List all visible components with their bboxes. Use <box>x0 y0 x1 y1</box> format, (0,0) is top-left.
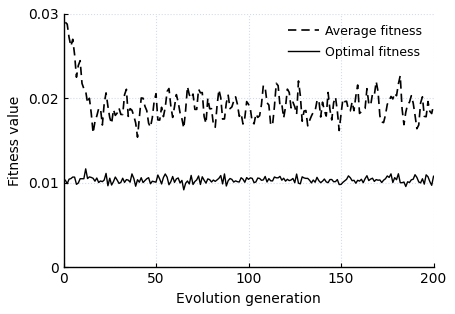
Average fitness <box>135 135 140 139</box>
Optimal fitness <box>77 177 83 181</box>
X-axis label: Evolution generation: Evolution generation <box>176 292 321 306</box>
Average fitness <box>431 103 436 107</box>
Optimal fitness <box>431 174 436 178</box>
Average fitness <box>131 114 136 118</box>
Optimal fitness <box>83 167 88 171</box>
Line: Average fitness: Average fitness <box>66 22 434 137</box>
Average fitness <box>63 20 68 24</box>
Optimal fitness <box>63 178 68 182</box>
Legend: Average fitness, Optimal fitness: Average fitness, Optimal fitness <box>283 20 427 63</box>
Optimal fitness <box>403 185 409 188</box>
Y-axis label: Fitness value: Fitness value <box>8 95 22 186</box>
Optimal fitness <box>86 175 92 179</box>
Optimal fitness <box>416 180 421 184</box>
Optimal fitness <box>162 172 168 176</box>
Average fitness <box>85 101 90 105</box>
Average fitness <box>414 127 420 131</box>
Line: Optimal fitness: Optimal fitness <box>66 169 434 190</box>
Average fitness <box>77 59 83 62</box>
Optimal fitness <box>133 184 138 188</box>
Average fitness <box>401 123 407 127</box>
Optimal fitness <box>181 188 187 192</box>
Average fitness <box>162 106 168 109</box>
